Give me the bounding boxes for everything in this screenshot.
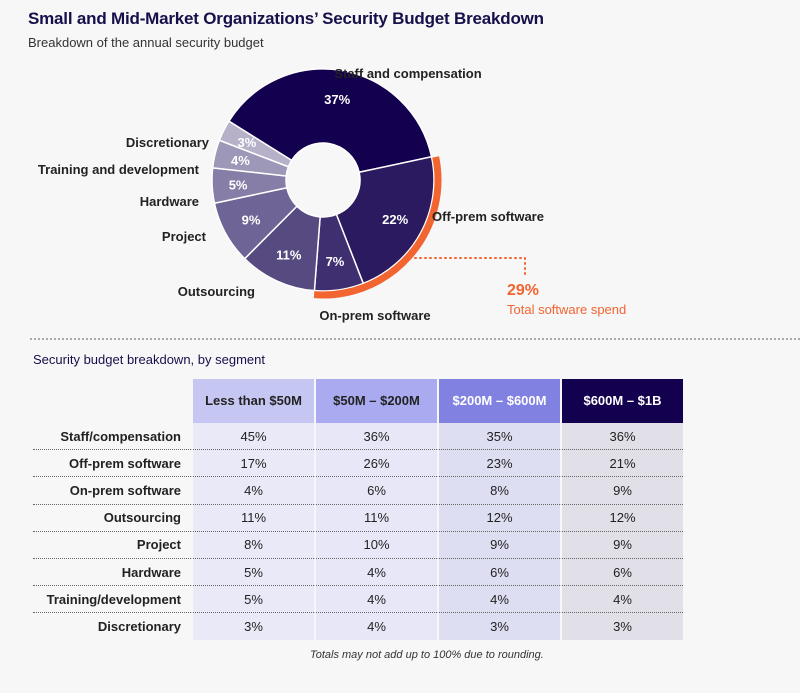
slice-value-label: 4% [231, 153, 250, 168]
table-cell: 36% [314, 423, 437, 451]
table-cell: 10% [314, 531, 437, 559]
table-cell: 9% [437, 531, 560, 559]
slice-category-label: Training and development [38, 162, 200, 177]
footnote: Totals may not add up to 100% due to rou… [310, 649, 544, 661]
annotation-label: Total software spend [507, 302, 626, 317]
page-title: Small and Mid-Market Organizations’ Secu… [28, 9, 544, 28]
annotation-value: 29% [507, 282, 539, 299]
donut-chart: 37% 22% 7% 11% 9% 5% 4% 3% 29% Total software spe… [38, 66, 626, 323]
slice-value-label: 9% [242, 212, 261, 227]
row-label: Project [33, 532, 191, 559]
table-cell: 6% [560, 558, 683, 587]
table-cell: 5% [191, 586, 314, 614]
slice-category-label: On-prem software [319, 308, 430, 323]
slice-category-label: Hardware [140, 194, 199, 209]
slice-value-label: 11% [276, 248, 302, 263]
page-subtitle: Breakdown of the annual security budget [28, 35, 264, 50]
column-header: $200M – $600M [437, 379, 560, 423]
table-cell: 45% [191, 423, 314, 451]
donut-slice [218, 120, 293, 168]
table-row: Discretionary 3% 4% 3% 3% [33, 613, 683, 640]
table-cell: 9% [560, 477, 683, 505]
table-cell: 26% [314, 450, 437, 478]
table-cell: 12% [560, 504, 683, 532]
section-divider [30, 338, 800, 340]
donut-slice [227, 68, 433, 174]
table-row: On-prem software 4% 6% 8% 9% [33, 477, 683, 505]
row-label: Off-prem software [33, 450, 191, 478]
slice-category-label: Project [162, 229, 207, 244]
table-cell: 36% [560, 423, 683, 451]
segment-table: Less than $50M $50M – $200M $200M – $600M $… [33, 379, 683, 640]
table-cell: 4% [314, 558, 437, 587]
table-cell: 9% [560, 531, 683, 559]
table-row: Project 8% 10% 9% 9% [33, 531, 683, 559]
row-label: Hardware [33, 559, 191, 587]
table-cell: 4% [560, 586, 683, 614]
row-label: Outsourcing [33, 505, 191, 532]
table-row: Off-prem software 17% 26% 23% 21% [33, 450, 683, 478]
column-header: $600M – $1B [560, 379, 683, 423]
table-cell: 4% [191, 477, 314, 505]
table-cell: 11% [314, 504, 437, 532]
annotation-leader-line [409, 257, 526, 277]
slice-value-label: 5% [229, 177, 248, 192]
table-cell: 3% [437, 613, 560, 640]
slice-value-label: 22% [382, 212, 408, 227]
row-label: Staff/compensation [33, 423, 191, 451]
table-cell: 8% [191, 531, 314, 559]
table-title: Security budget breakdown, by segment [33, 352, 265, 367]
table-cell: 11% [191, 504, 314, 532]
table-cell: 8% [437, 477, 560, 505]
slice-category-label: Discretionary [126, 135, 210, 150]
slice-value-label: 7% [326, 254, 345, 269]
donut-slice [335, 155, 435, 285]
corner-cell [33, 379, 191, 423]
table-cell: 6% [437, 558, 560, 587]
table-cell: 4% [314, 613, 437, 640]
row-label: On-prem software [33, 477, 191, 505]
table-cell: 35% [437, 423, 560, 451]
table-cell: 6% [314, 477, 437, 505]
slice-value-label: 37% [324, 92, 350, 107]
slice-value-label: 3% [238, 135, 257, 150]
table-row: Hardware 5% 4% 6% 6% [33, 558, 683, 587]
slice-category-label: Outsourcing [178, 284, 255, 299]
table-cell: 4% [314, 586, 437, 614]
column-header: $50M – $200M [314, 379, 437, 423]
table-row: Outsourcing 11% 11% 12% 12% [33, 504, 683, 532]
table-cell: 17% [191, 450, 314, 478]
slice-category-label: Off-prem software [432, 209, 544, 224]
row-label: Discretionary [97, 618, 181, 634]
table-cell: 3% [560, 613, 683, 640]
table-cell: 21% [560, 450, 683, 478]
table-row: Staff/compensation 45% 36% 35% 36% [33, 423, 683, 451]
column-header: Less than $50M [191, 379, 314, 423]
table-cell: 12% [437, 504, 560, 532]
table-cell: 5% [191, 558, 314, 587]
table-row: Training/development 5% 4% 4% 4% [33, 586, 683, 614]
software-spend-arc [313, 156, 442, 299]
table-cell: 4% [437, 586, 560, 614]
table-cell: 23% [437, 450, 560, 478]
slice-category-label: Staff and compensation [334, 66, 481, 81]
table-cell: 3% [191, 613, 314, 640]
row-label: Training/development [33, 586, 191, 614]
